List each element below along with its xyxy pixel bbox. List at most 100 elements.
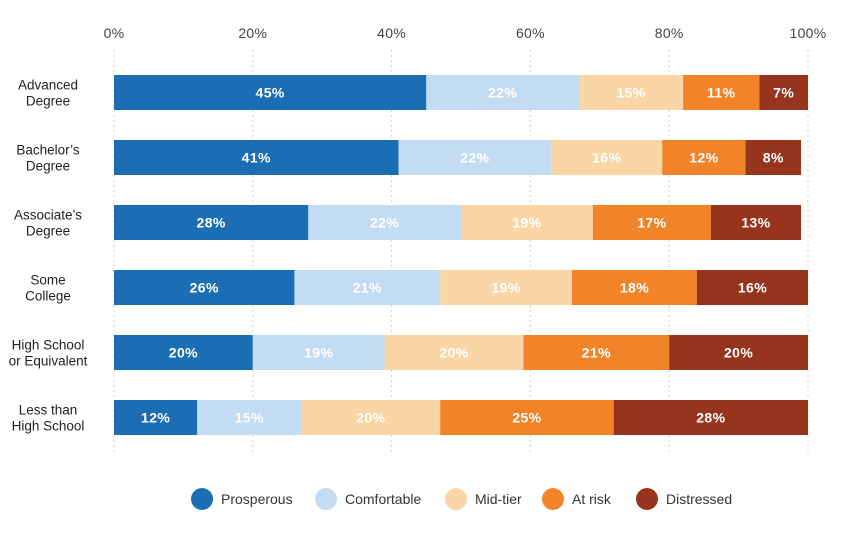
bar-segment-mid-tier bbox=[578, 75, 684, 110]
bar-segment-mid-tier bbox=[384, 335, 524, 370]
legend-label: Comfortable bbox=[345, 491, 421, 507]
data-label: 28% bbox=[696, 410, 725, 426]
data-label: 7% bbox=[773, 85, 794, 101]
data-label: 20% bbox=[724, 345, 753, 361]
data-label: 20% bbox=[439, 345, 468, 361]
category-label: Less than High School bbox=[12, 403, 85, 434]
data-label: 22% bbox=[488, 85, 517, 101]
category-label: Some College bbox=[25, 273, 71, 304]
data-label: 15% bbox=[616, 85, 645, 101]
data-label: 11% bbox=[707, 85, 736, 101]
category-label-line: High School bbox=[12, 338, 85, 353]
data-label: 15% bbox=[235, 410, 264, 426]
bar-segment-comfortable bbox=[197, 400, 302, 435]
x-tick-label: 20% bbox=[238, 25, 267, 41]
bar-segment-distressed bbox=[669, 335, 808, 370]
bar-segment-comfortable bbox=[294, 270, 441, 305]
bar-segment-comfortable bbox=[426, 75, 579, 110]
data-label: 17% bbox=[637, 215, 666, 231]
data-label: 16% bbox=[738, 280, 767, 296]
legend-swatch bbox=[445, 488, 467, 510]
bar-segment-prosperous bbox=[114, 140, 399, 175]
data-label: 21% bbox=[353, 280, 382, 296]
data-label: 45% bbox=[256, 85, 285, 101]
bar-segment-prosperous bbox=[114, 400, 198, 435]
data-label: 12% bbox=[141, 410, 170, 426]
data-label: 19% bbox=[512, 215, 541, 231]
bar-segment-comfortable bbox=[398, 140, 552, 175]
x-tick-label: 40% bbox=[377, 25, 406, 41]
x-axis-ticks: 0% 20% 40% 60% 80% 100% bbox=[104, 25, 827, 41]
bar-segment-mid-tier bbox=[551, 140, 663, 175]
bar-segment-at-risk bbox=[572, 270, 697, 305]
data-label: 19% bbox=[304, 345, 333, 361]
category-label: Bachelor’s Degree bbox=[16, 143, 80, 174]
x-tick-label: 60% bbox=[516, 25, 545, 41]
category-label-line: Degree bbox=[26, 94, 70, 109]
bar-segment-mid-tier bbox=[440, 270, 573, 305]
bar-segment-comfortable bbox=[308, 205, 461, 240]
bars: 45% 22% 15% 11% 7% 41% 22% 16% 12% 8% 28% 22% 19% 17%… bbox=[114, 75, 808, 435]
bar-segment-distressed bbox=[710, 205, 802, 240]
bar-segment-distressed bbox=[613, 400, 808, 435]
data-label: 25% bbox=[512, 410, 541, 426]
legend-label: Prosperous bbox=[221, 491, 293, 507]
category-label-line: Degree bbox=[26, 159, 70, 174]
bar-segment-distressed bbox=[759, 75, 808, 110]
category-label-line: Degree bbox=[26, 224, 70, 239]
category-label: Advanced Degree bbox=[18, 78, 78, 109]
bar-segment-prosperous bbox=[114, 270, 295, 305]
data-label: 20% bbox=[356, 410, 385, 426]
x-tick-label: 80% bbox=[655, 25, 684, 41]
data-label: 8% bbox=[763, 150, 784, 166]
category-label-line: Some bbox=[30, 273, 65, 288]
bar-segment-at-risk bbox=[662, 140, 746, 175]
legend-swatch bbox=[315, 488, 337, 510]
bar-segment-distressed bbox=[696, 270, 808, 305]
x-tick-label: 100% bbox=[789, 25, 826, 41]
bar-segment-at-risk bbox=[440, 400, 614, 435]
bar-segment-prosperous bbox=[114, 335, 253, 370]
category-label-line: or Equivalent bbox=[9, 354, 88, 369]
legend-label: Mid-tier bbox=[475, 491, 522, 507]
bar-segment-at-risk bbox=[592, 205, 711, 240]
legend: Prosperous Comfortable Mid-tier At risk Dist… bbox=[191, 488, 732, 510]
legend-label: At risk bbox=[572, 491, 612, 507]
data-label: 28% bbox=[197, 215, 226, 231]
bar-segment-mid-tier bbox=[301, 400, 441, 435]
category-label-line: High School bbox=[12, 419, 85, 434]
category-label-line: Less than bbox=[19, 403, 78, 418]
legend-swatch bbox=[636, 488, 658, 510]
bar-segment-at-risk bbox=[523, 335, 670, 370]
bar-segment-prosperous bbox=[114, 75, 427, 110]
bar-segment-at-risk bbox=[683, 75, 760, 110]
legend-swatch bbox=[542, 488, 564, 510]
bar-segment-distressed bbox=[745, 140, 802, 175]
legend-label: Distressed bbox=[666, 491, 732, 507]
bar-segment-prosperous bbox=[114, 205, 309, 240]
data-label: 16% bbox=[592, 150, 621, 166]
data-label: 18% bbox=[620, 280, 649, 296]
data-label: 12% bbox=[689, 150, 718, 166]
data-label: 22% bbox=[370, 215, 399, 231]
bar-segment-mid-tier bbox=[461, 205, 593, 240]
category-label: High School or Equivalent bbox=[9, 338, 88, 369]
data-label: 41% bbox=[242, 150, 271, 166]
legend-swatch bbox=[191, 488, 213, 510]
data-label: 22% bbox=[460, 150, 489, 166]
category-label: Associate’s Degree bbox=[14, 208, 82, 239]
category-label-line: Bachelor’s bbox=[16, 143, 80, 158]
data-label: 13% bbox=[741, 215, 770, 231]
category-label-line: College bbox=[25, 289, 71, 304]
bar-segment-comfortable bbox=[252, 335, 385, 370]
data-label: 20% bbox=[169, 345, 198, 361]
data-label: 19% bbox=[491, 280, 520, 296]
data-label: 26% bbox=[190, 280, 219, 296]
x-tick-label: 0% bbox=[104, 25, 125, 41]
data-label: 21% bbox=[582, 345, 611, 361]
category-label-line: Associate’s bbox=[14, 208, 82, 223]
category-label-line: Advanced bbox=[18, 78, 78, 93]
gridlines bbox=[113, 50, 809, 452]
